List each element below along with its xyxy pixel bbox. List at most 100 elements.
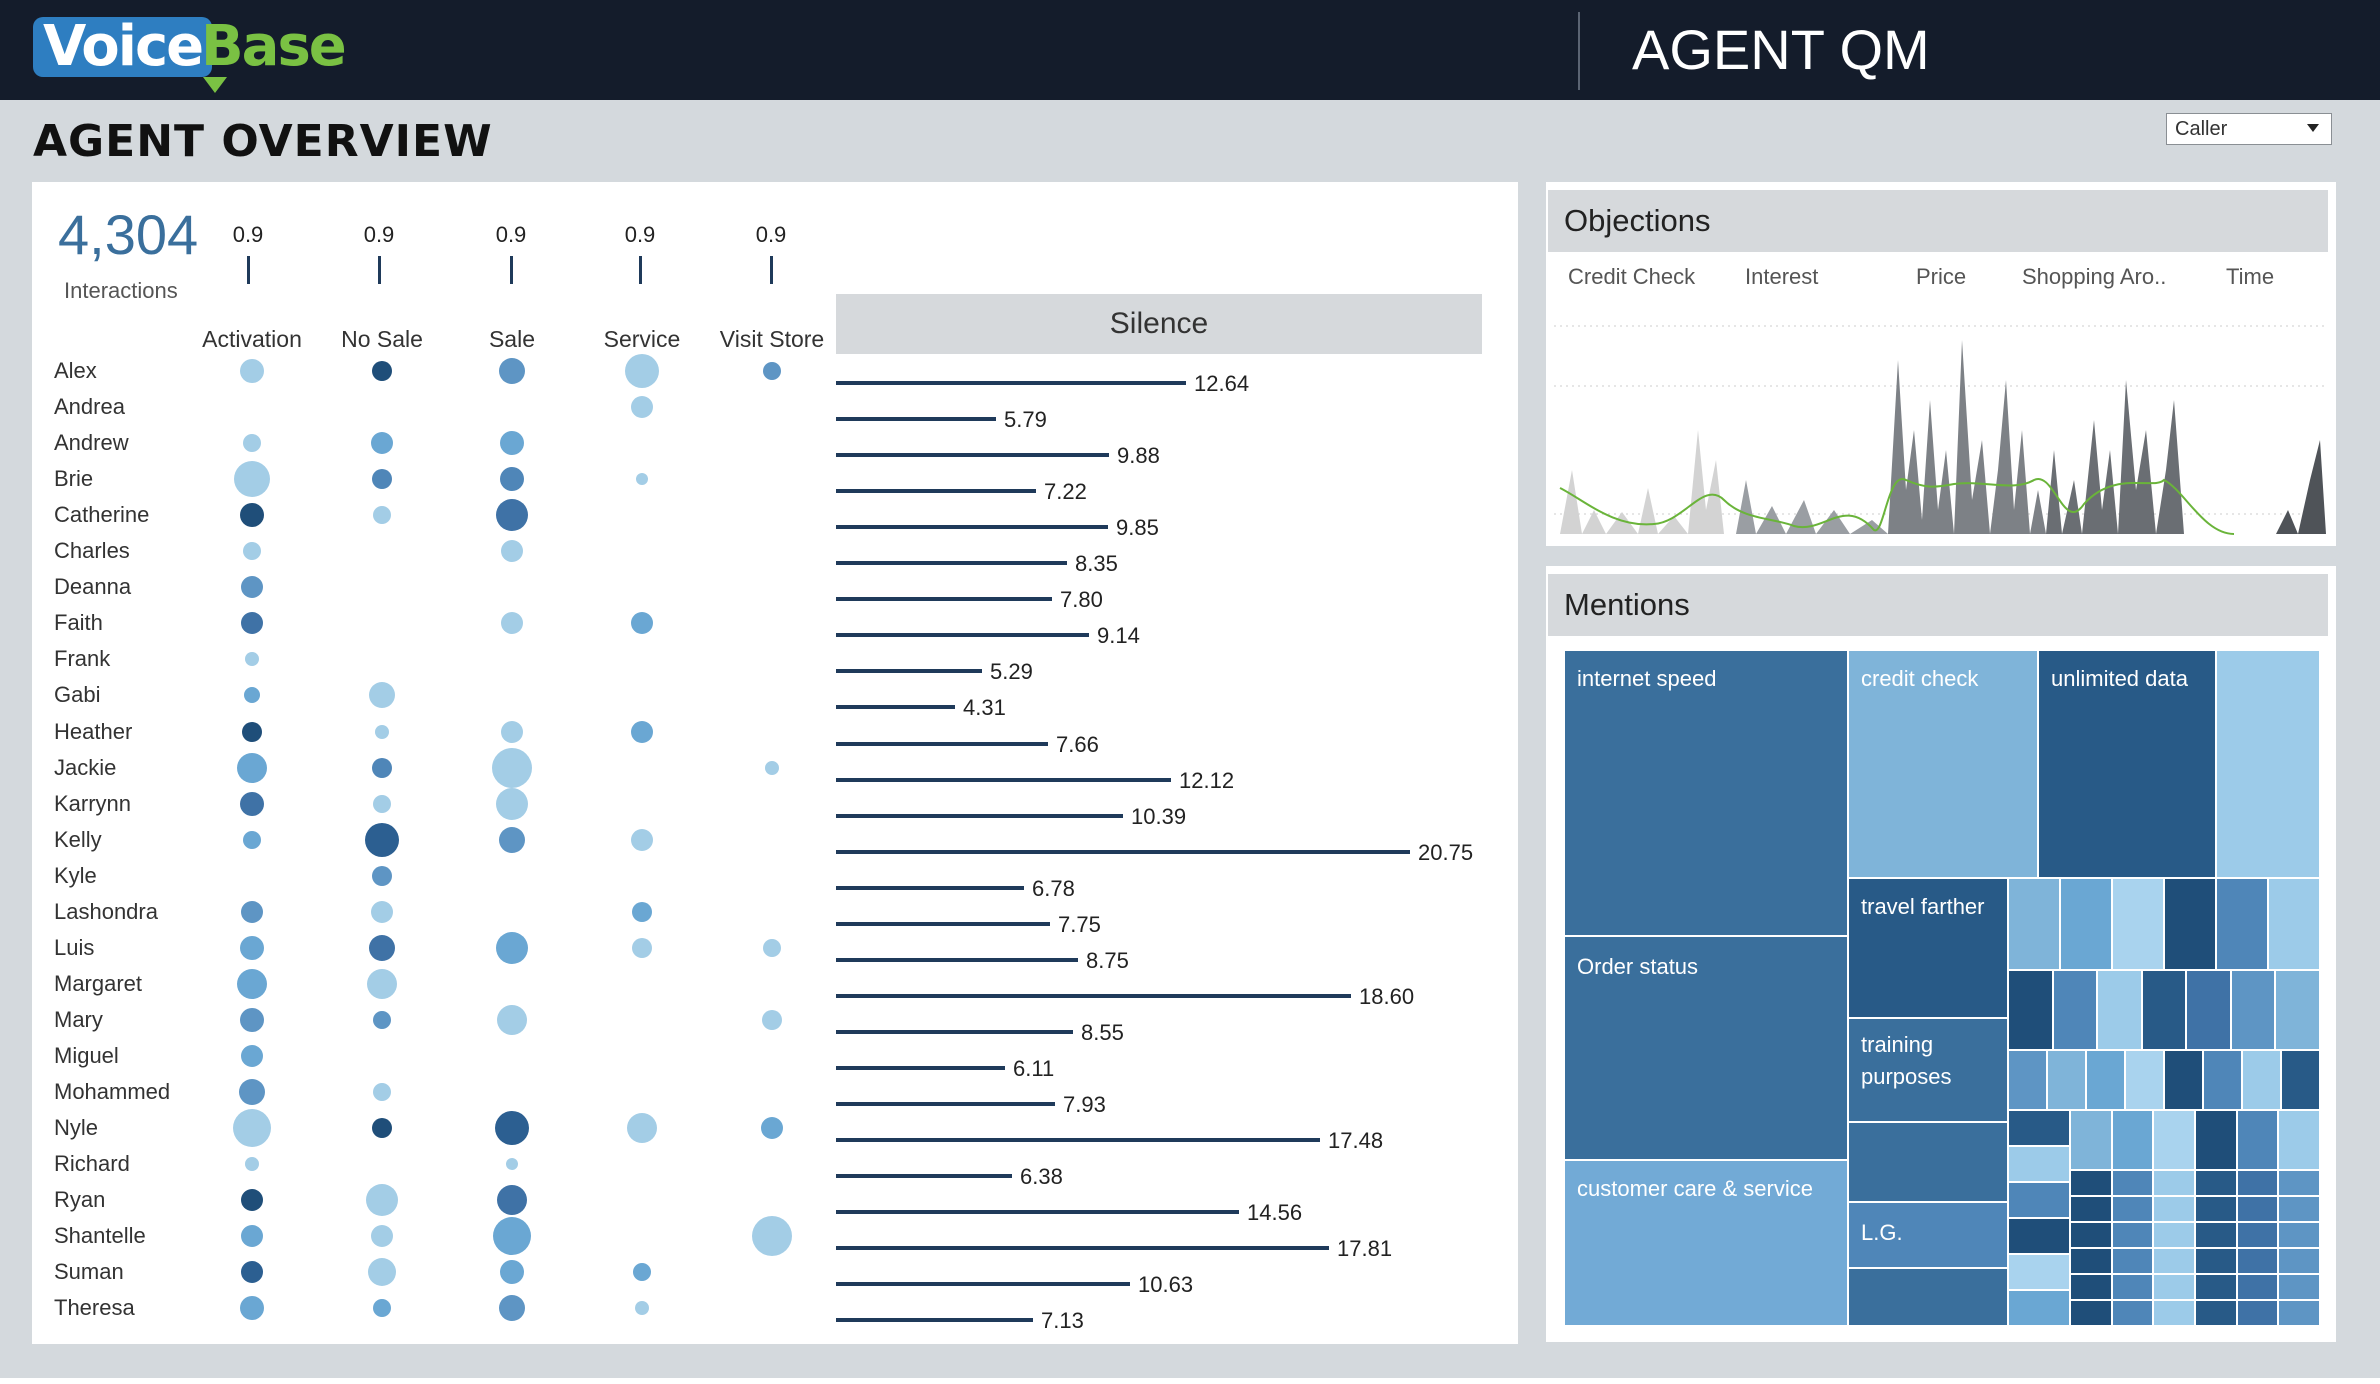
treemap-cell[interactable] bbox=[2153, 1170, 2195, 1196]
treemap-cell[interactable] bbox=[2070, 1110, 2112, 1170]
metric-dot[interactable] bbox=[371, 432, 393, 455]
metric-dot[interactable] bbox=[501, 720, 523, 743]
metric-dot[interactable] bbox=[241, 1044, 263, 1067]
metric-dot[interactable] bbox=[241, 1225, 263, 1248]
metric-dot[interactable] bbox=[372, 1118, 392, 1139]
metric-dot[interactable] bbox=[373, 1299, 391, 1318]
agent-name[interactable]: Nyle bbox=[54, 1115, 99, 1141]
treemap-cell[interactable] bbox=[2186, 970, 2231, 1050]
metric-dot[interactable] bbox=[234, 461, 270, 498]
agent-name[interactable]: Ryan bbox=[54, 1187, 106, 1213]
objection-category[interactable]: Time bbox=[2226, 264, 2275, 289]
metric-dot[interactable] bbox=[242, 721, 262, 742]
treemap-cell[interactable] bbox=[2111, 1222, 2154, 1248]
treemap-cell-lg[interactable]: L.G. bbox=[1848, 1202, 2008, 1268]
metric-dot[interactable] bbox=[762, 1009, 782, 1030]
treemap-cell[interactable] bbox=[2278, 1300, 2320, 1326]
treemap-cell[interactable] bbox=[2070, 1300, 2112, 1326]
metric-dot[interactable] bbox=[763, 362, 781, 380]
agent-name[interactable]: Frank bbox=[54, 646, 111, 672]
treemap-cell[interactable] bbox=[2236, 1300, 2279, 1326]
metric-dot[interactable] bbox=[506, 1158, 518, 1171]
treemap-cell[interactable] bbox=[2070, 1248, 2112, 1274]
metric-dot[interactable] bbox=[366, 1184, 398, 1217]
silence-bar[interactable] bbox=[836, 417, 996, 422]
treemap-cell-travel-farther[interactable]: travel farther bbox=[1848, 878, 2008, 1018]
metric-dot[interactable] bbox=[497, 1185, 527, 1216]
treemap-cell[interactable] bbox=[2278, 1248, 2320, 1274]
metric-dot[interactable] bbox=[365, 822, 399, 857]
treemap-cell[interactable] bbox=[2268, 878, 2320, 970]
treemap-cell[interactable] bbox=[2008, 878, 2060, 970]
treemap-cell[interactable] bbox=[2195, 1170, 2237, 1196]
treemap-cell[interactable] bbox=[2070, 1170, 2112, 1196]
agent-name[interactable]: Miguel bbox=[54, 1042, 119, 1068]
metric-dot[interactable] bbox=[496, 499, 528, 532]
treemap-cell[interactable] bbox=[2008, 1182, 2070, 1218]
metric-dot[interactable] bbox=[241, 1261, 263, 1284]
silence-bar[interactable] bbox=[836, 1065, 1005, 1070]
metric-dot[interactable] bbox=[500, 467, 524, 492]
metric-dot[interactable] bbox=[369, 682, 395, 709]
treemap-cell-internet-speed[interactable]: internet speed bbox=[1564, 650, 1848, 936]
treemap-cell[interactable] bbox=[2216, 650, 2320, 878]
metric-dot[interactable] bbox=[499, 826, 525, 853]
treemap-cell[interactable] bbox=[2125, 1050, 2164, 1110]
metric-dot[interactable] bbox=[495, 1111, 529, 1146]
silence-bar[interactable] bbox=[836, 1282, 1130, 1287]
metric-dot[interactable] bbox=[373, 506, 391, 525]
silence-bar[interactable] bbox=[836, 993, 1351, 998]
agent-name[interactable]: Heather bbox=[54, 718, 133, 744]
metric-dot[interactable] bbox=[752, 1216, 792, 1257]
metric-dot[interactable] bbox=[371, 900, 393, 923]
metric-dot[interactable] bbox=[233, 1109, 271, 1148]
caller-filter-dropdown[interactable]: Caller bbox=[2166, 113, 2332, 145]
metric-dot[interactable] bbox=[373, 1010, 391, 1029]
treemap-cell[interactable] bbox=[2278, 1170, 2320, 1196]
objection-category[interactable]: Price bbox=[1916, 264, 1967, 289]
treemap-cell[interactable] bbox=[2236, 1274, 2279, 1300]
silence-bar[interactable] bbox=[836, 1246, 1329, 1251]
treemap-cell[interactable] bbox=[2236, 1222, 2279, 1248]
metric-dot[interactable] bbox=[625, 354, 659, 388]
metric-dot[interactable] bbox=[368, 1258, 396, 1287]
metric-dot[interactable] bbox=[765, 760, 779, 775]
agent-name[interactable]: Richard bbox=[54, 1151, 130, 1177]
treemap-cell[interactable] bbox=[2141, 970, 2187, 1050]
treemap-cell[interactable] bbox=[2153, 1300, 2195, 1326]
treemap-cell[interactable] bbox=[2111, 1170, 2154, 1196]
silence-bar[interactable] bbox=[836, 561, 1067, 566]
treemap-cell[interactable] bbox=[2008, 1254, 2070, 1290]
treemap-cell[interactable] bbox=[2195, 1110, 2237, 1170]
metric-dot[interactable] bbox=[761, 1117, 783, 1140]
treemap-cell[interactable] bbox=[2008, 970, 2053, 1050]
metric-dot[interactable] bbox=[636, 473, 648, 486]
silence-bar[interactable] bbox=[836, 1102, 1055, 1106]
treemap-cell[interactable] bbox=[2236, 1248, 2279, 1274]
metric-dot[interactable] bbox=[371, 1225, 393, 1248]
metric-dot[interactable] bbox=[240, 1296, 264, 1321]
agent-name[interactable]: Karrynn bbox=[54, 790, 132, 816]
metric-dot[interactable] bbox=[500, 431, 524, 456]
silence-bar[interactable] bbox=[836, 921, 1050, 926]
treemap-cell[interactable] bbox=[2278, 1110, 2320, 1170]
treemap-cell[interactable] bbox=[2111, 1274, 2154, 1300]
treemap-cell[interactable] bbox=[2047, 1050, 2086, 1110]
treemap-cell[interactable] bbox=[2086, 1050, 2125, 1110]
treemap-cell-credit-check[interactable]: credit check bbox=[1848, 650, 2038, 878]
silence-bar[interactable] bbox=[836, 813, 1123, 818]
metric-dot[interactable] bbox=[241, 900, 263, 923]
metric-dot[interactable] bbox=[244, 687, 260, 704]
agent-name[interactable]: Lashondra bbox=[54, 898, 158, 924]
metric-dot[interactable] bbox=[501, 612, 523, 635]
metric-dot[interactable] bbox=[240, 1007, 264, 1032]
metric-dot[interactable] bbox=[633, 1263, 651, 1282]
objection-category[interactable]: Interest bbox=[1745, 264, 1819, 289]
silence-bar[interactable] bbox=[836, 885, 1024, 890]
metric-dot[interactable] bbox=[245, 652, 259, 667]
metric-dot[interactable] bbox=[631, 396, 653, 419]
treemap-cell[interactable] bbox=[2008, 1218, 2070, 1254]
metric-dot[interactable] bbox=[375, 724, 389, 739]
column-header[interactable]: No Sale bbox=[341, 326, 423, 352]
metric-dot[interactable] bbox=[372, 757, 392, 778]
